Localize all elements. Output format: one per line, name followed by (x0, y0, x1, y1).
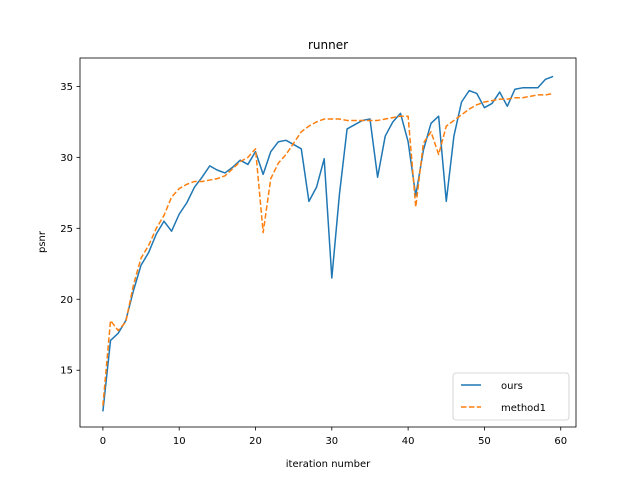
x-tick-label: 40 (402, 436, 415, 447)
x-tick-label: 30 (325, 436, 338, 447)
chart-title: runner (308, 38, 348, 52)
legend-label-ours: ours (501, 381, 523, 392)
x-axis: 0 10 20 30 40 50 60 (100, 427, 567, 447)
y-tick-label: 25 (60, 224, 73, 235)
x-tick-label: 50 (478, 436, 491, 447)
y-tick-label: 20 (60, 295, 73, 306)
legend: ours method1 (452, 372, 570, 421)
plot-frame (79, 57, 577, 428)
y-tick-label: 30 (60, 153, 73, 164)
x-tick-label: 0 (100, 436, 106, 447)
y-axis-label: psnr (37, 230, 48, 253)
x-tick-label: 10 (173, 436, 186, 447)
legend-label-method1: method1 (501, 403, 546, 414)
y-tick-label: 35 (60, 82, 73, 93)
series-line-method1 (102, 92, 554, 406)
x-axis-label: iteration number (286, 459, 371, 470)
y-axis: 15 20 25 30 35 (60, 82, 80, 377)
series-line-ours (102, 75, 554, 412)
y-tick-label: 15 (60, 366, 73, 377)
x-tick-label: 60 (554, 436, 567, 447)
x-tick-label: 20 (249, 436, 262, 447)
legend-box (452, 372, 570, 421)
series-layer (102, 75, 554, 412)
